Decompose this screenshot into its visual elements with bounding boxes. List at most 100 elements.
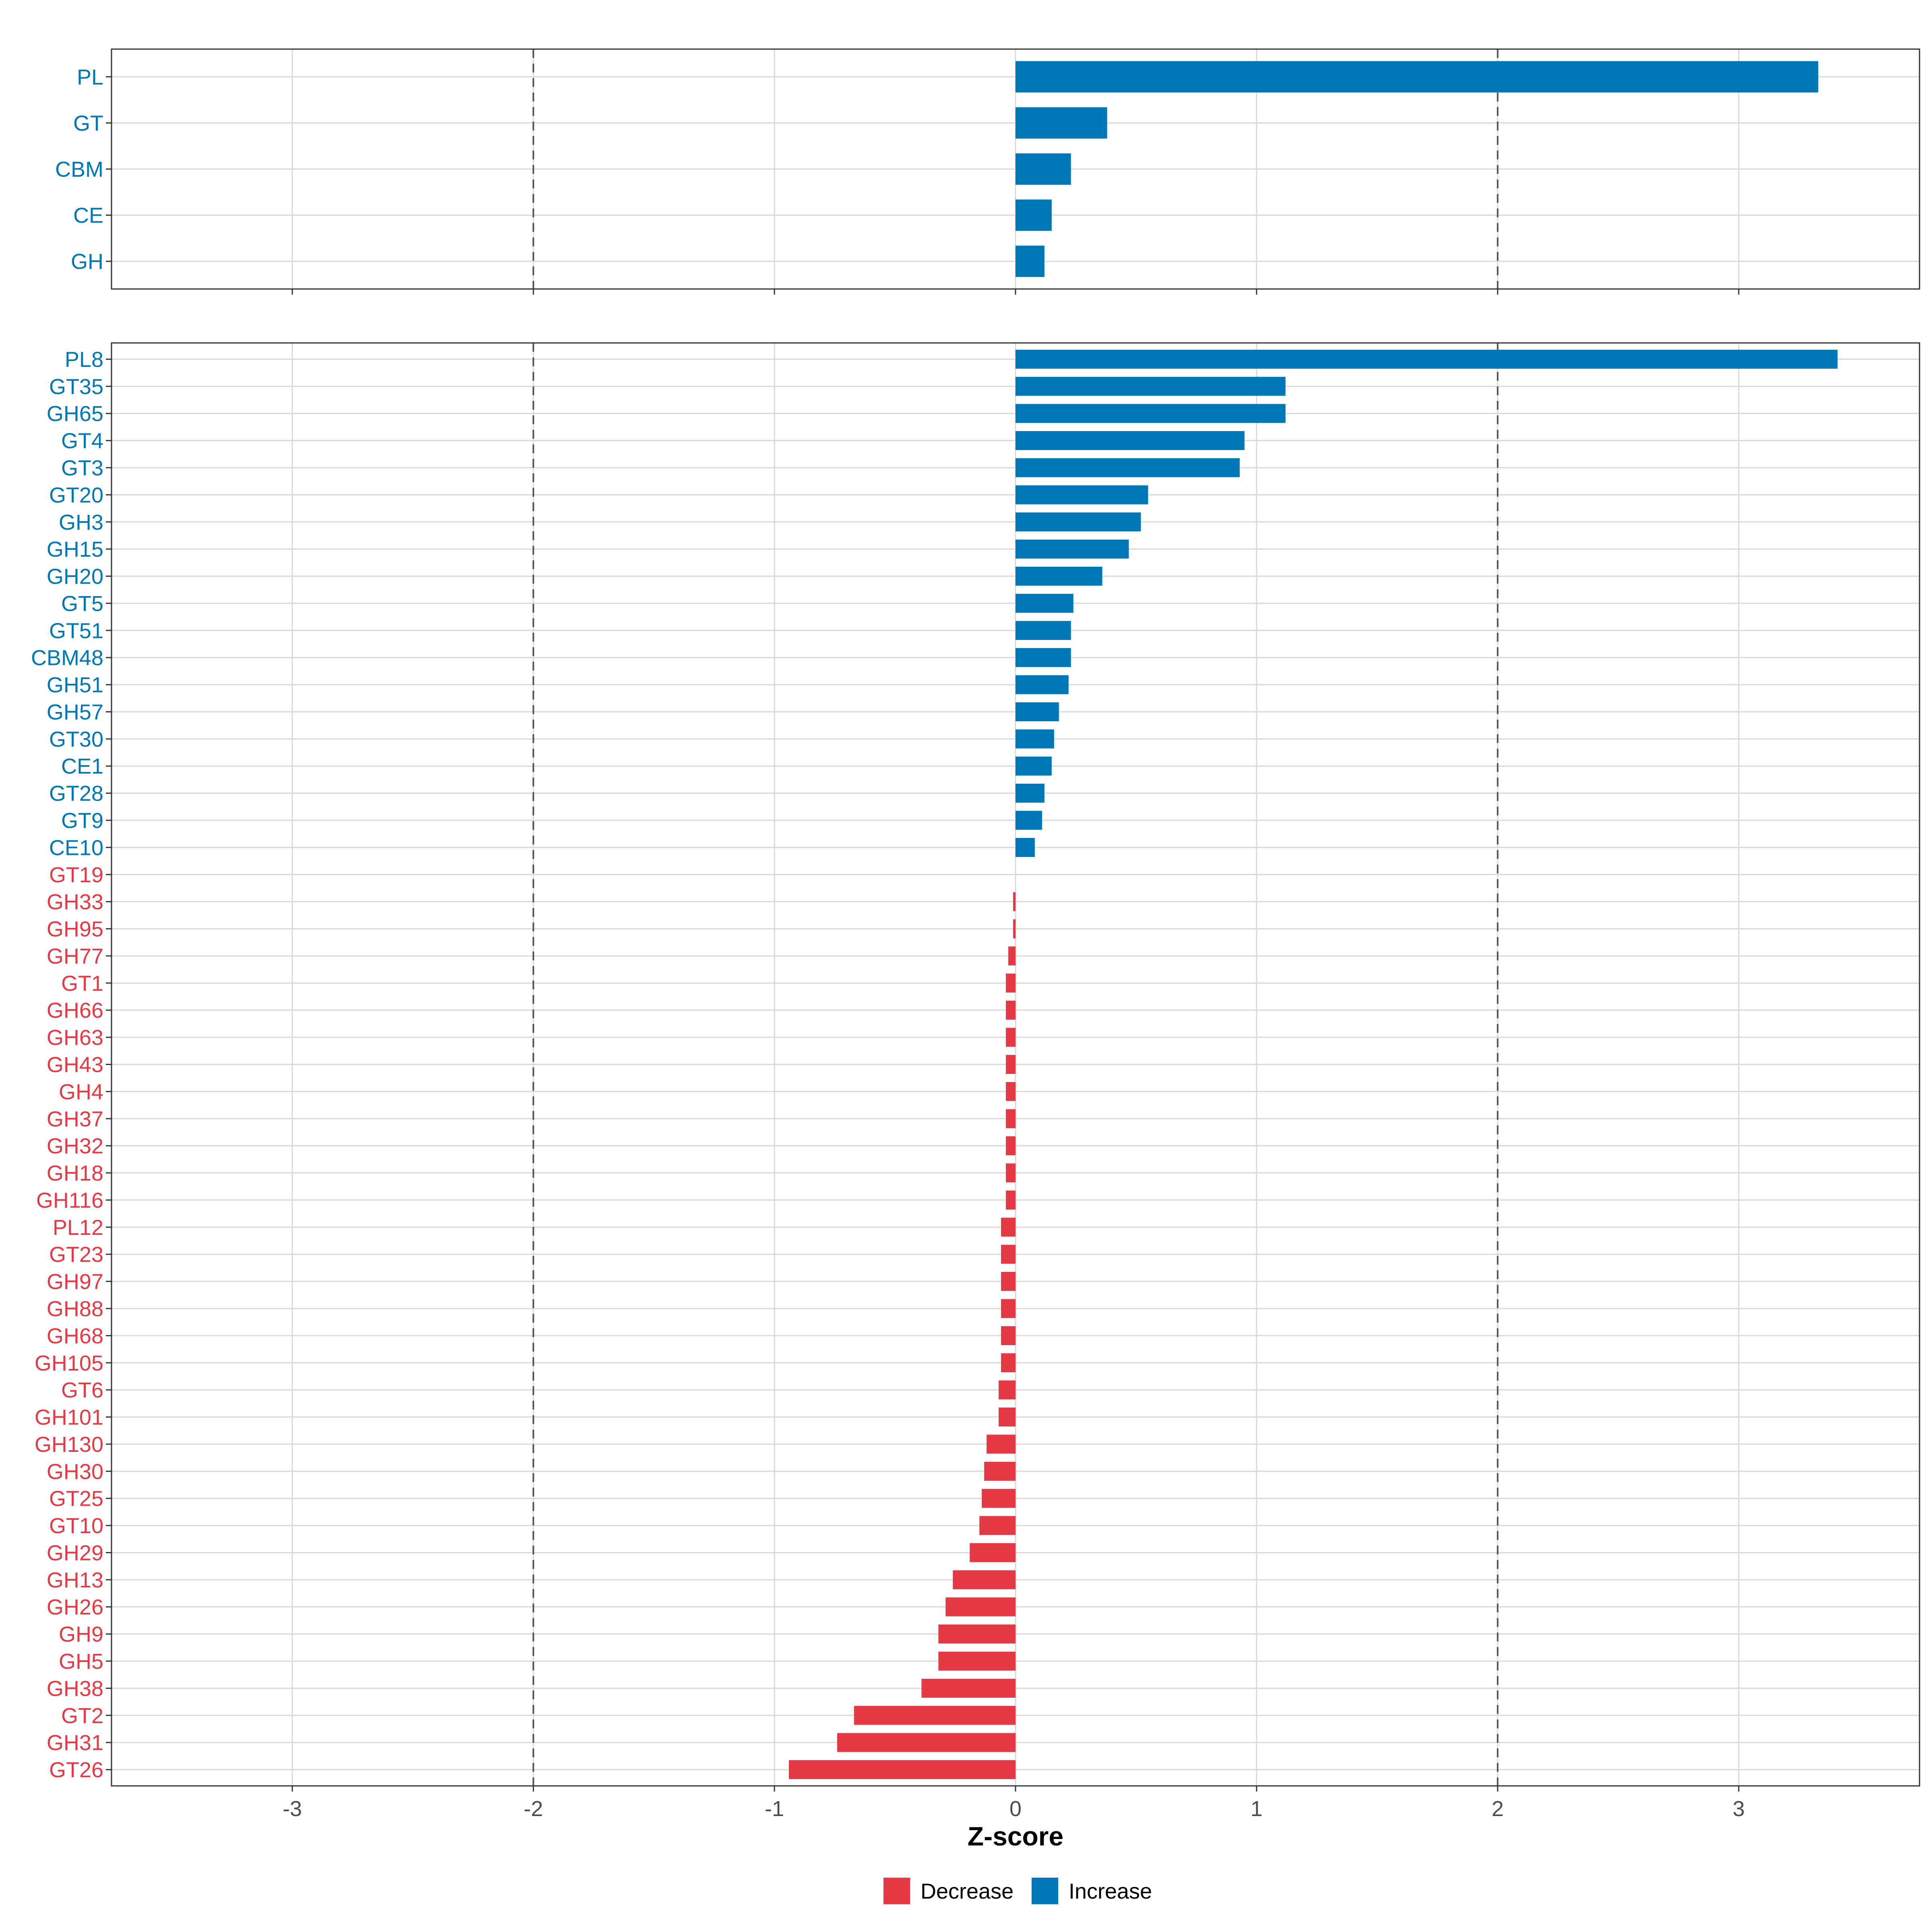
category-label-gh43: GH43 — [47, 1053, 103, 1077]
category-label-ce: CE — [73, 204, 103, 228]
bar-cbm48 — [1016, 648, 1071, 667]
bar-gt9 — [1016, 811, 1042, 830]
bar-gh116 — [1006, 1190, 1016, 1210]
category-label-gh20: GH20 — [47, 565, 103, 589]
bar-gh31 — [837, 1733, 1016, 1752]
legend-label-decrease: Decrease — [921, 1879, 1013, 1903]
bar-gt28 — [1016, 784, 1044, 803]
category-label-gh26: GH26 — [47, 1595, 103, 1619]
bar-gh20 — [1016, 566, 1102, 586]
category-label-gh30: GH30 — [47, 1459, 103, 1484]
x-tick-label: -3 — [283, 1797, 302, 1821]
category-label-gh51: GH51 — [47, 673, 103, 697]
category-label-gh33: GH33 — [47, 890, 103, 914]
bar-gt20 — [1016, 485, 1148, 504]
bar-gh15 — [1016, 539, 1129, 559]
category-label-gt1: GT1 — [61, 971, 103, 995]
category-label-gh57: GH57 — [47, 700, 103, 724]
bar-gt5 — [1016, 594, 1073, 613]
bar-pl — [1016, 61, 1818, 93]
x-tick-label: -2 — [524, 1797, 543, 1821]
bar-ce1 — [1016, 756, 1052, 776]
category-label-gh4: GH4 — [59, 1080, 103, 1104]
x-tick-label: 0 — [1009, 1797, 1022, 1821]
category-label-gh3: GH3 — [59, 510, 103, 535]
bar-gh65 — [1016, 404, 1286, 423]
bottom-panel: PL8GT35GH65GT4GT3GT20GH3GH15GH20GT5GT51C… — [31, 342, 1920, 1821]
category-label-gt10: GT10 — [49, 1514, 103, 1538]
category-label-gt23: GT23 — [49, 1243, 103, 1267]
category-label-gt3: GT3 — [61, 456, 103, 480]
bar-gt26 — [789, 1760, 1016, 1779]
category-label-pl8: PL8 — [65, 347, 103, 372]
category-label-gt28: GT28 — [49, 782, 103, 806]
category-label-pl: PL — [77, 65, 103, 89]
category-label-gh68: GH68 — [47, 1324, 103, 1348]
category-label-gh130: GH130 — [35, 1432, 103, 1457]
bar-gt3 — [1016, 458, 1240, 477]
bar-gh97 — [1001, 1272, 1016, 1291]
bar-gh3 — [1016, 512, 1141, 532]
bar-gh130 — [987, 1435, 1016, 1454]
category-label-gh: GH — [71, 250, 103, 274]
bar-gh5 — [938, 1651, 1016, 1671]
bar-gh9 — [938, 1624, 1016, 1644]
bar-gt — [1016, 107, 1107, 139]
category-label-gh116: GH116 — [36, 1188, 103, 1212]
bar-gh88 — [1001, 1299, 1016, 1318]
category-label-pl12: PL12 — [53, 1216, 103, 1240]
category-label-gh9: GH9 — [59, 1622, 103, 1647]
bar-gh95 — [1013, 919, 1016, 939]
category-label-gh37: GH37 — [47, 1107, 103, 1131]
category-label-gh95: GH95 — [47, 917, 103, 941]
category-label-gt26: GT26 — [49, 1758, 103, 1782]
category-label-gh88: GH88 — [47, 1297, 103, 1321]
category-label-cbm48: CBM48 — [31, 646, 103, 670]
bar-gt1 — [1006, 973, 1016, 993]
bar-gt2 — [854, 1706, 1016, 1725]
bar-gh77 — [1008, 946, 1016, 966]
bar-gh51 — [1016, 675, 1069, 694]
category-label-gh97: GH97 — [47, 1270, 103, 1294]
bar-gh68 — [1001, 1326, 1016, 1345]
bar-gh26 — [945, 1597, 1016, 1616]
bar-gh38 — [921, 1678, 1016, 1698]
category-label-gt20: GT20 — [49, 483, 103, 507]
bar-gt25 — [982, 1489, 1016, 1508]
category-label-gh13: GH13 — [47, 1568, 103, 1592]
bar-gh63 — [1006, 1028, 1016, 1047]
category-label-gt: GT — [73, 111, 103, 135]
category-label-gh63: GH63 — [47, 1026, 103, 1050]
category-label-gt19: GT19 — [49, 863, 103, 887]
x-axis-title: Z-score — [968, 1821, 1063, 1851]
bar-gt51 — [1016, 621, 1071, 640]
category-label-gh66: GH66 — [47, 999, 103, 1023]
bar-gt4 — [1016, 431, 1245, 450]
bar-gh29 — [970, 1543, 1016, 1563]
bar-gt35 — [1016, 377, 1286, 396]
bar-ce10 — [1016, 838, 1035, 857]
bar-gt30 — [1016, 729, 1054, 749]
bar-gh18 — [1006, 1163, 1016, 1183]
category-label-gt4: GT4 — [61, 429, 103, 453]
bar-gt10 — [979, 1516, 1016, 1535]
category-label-gh101: GH101 — [35, 1406, 103, 1430]
category-label-gt5: GT5 — [61, 592, 103, 616]
x-tick-label: -1 — [765, 1797, 784, 1821]
bar-gh30 — [984, 1461, 1016, 1481]
x-tick-label: 3 — [1733, 1797, 1745, 1821]
category-label-gh105: GH105 — [35, 1351, 103, 1375]
bar-gh43 — [1006, 1055, 1016, 1074]
bar-cbm — [1016, 153, 1071, 185]
legend-swatch-decrease — [883, 1878, 910, 1904]
bar-gh57 — [1016, 702, 1059, 722]
category-label-gt25: GT25 — [49, 1487, 103, 1511]
category-label-gh32: GH32 — [47, 1134, 103, 1158]
bar-pl8 — [1016, 349, 1838, 369]
category-label-gt2: GT2 — [61, 1704, 103, 1728]
category-label-gt35: GT35 — [49, 375, 103, 399]
legend: Decrease Increase — [883, 1878, 1152, 1904]
category-label-gh38: GH38 — [47, 1676, 103, 1701]
bar-gh4 — [1006, 1082, 1016, 1101]
category-label-cbm: CBM — [55, 157, 103, 182]
